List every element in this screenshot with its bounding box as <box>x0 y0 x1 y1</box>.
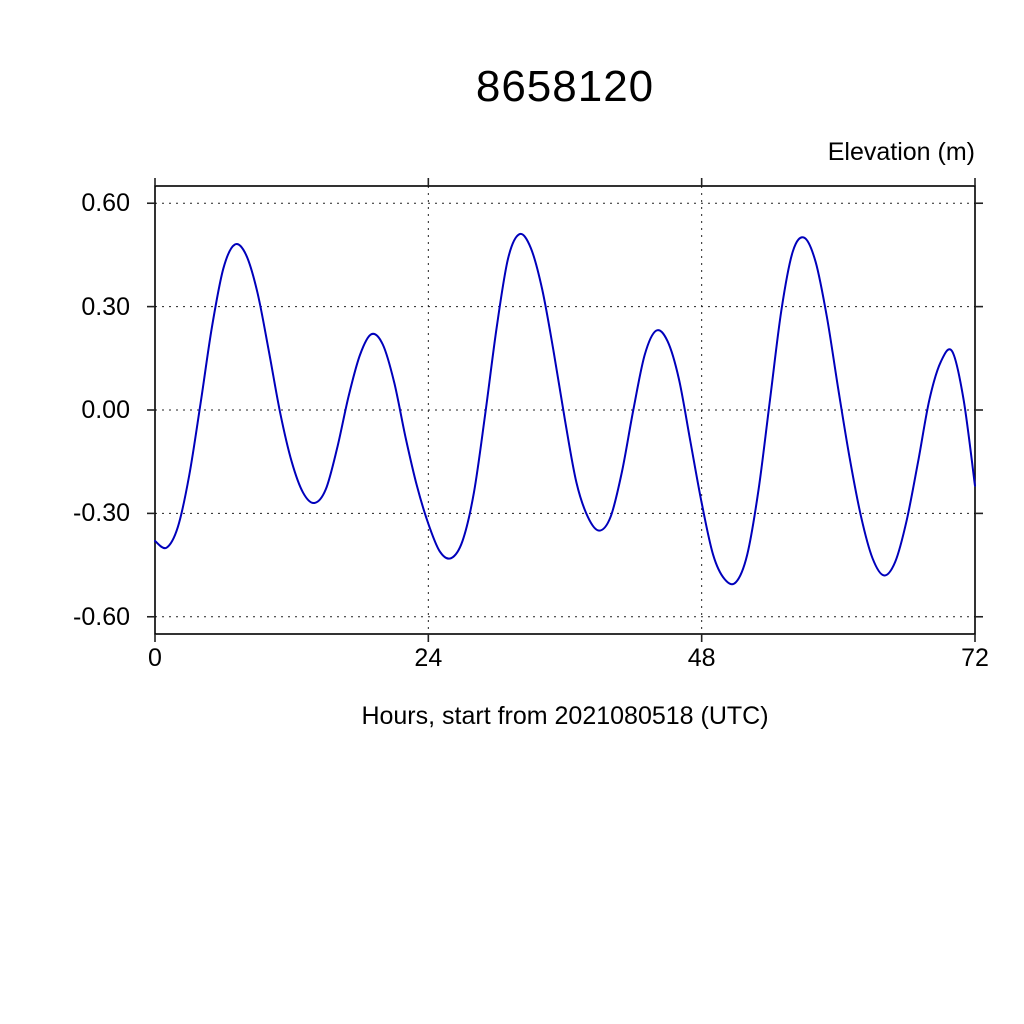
y-tick-label: -0.60 <box>73 602 130 631</box>
y-tick-label: 0.00 <box>81 396 130 424</box>
axis-ticks <box>147 178 983 642</box>
x-tick-label: 24 <box>414 644 443 672</box>
x-axis-label: Hours, start from 2021080518 (UTC) <box>361 702 769 730</box>
y-tick-label: -0.30 <box>73 499 130 528</box>
grid-lines <box>155 186 975 634</box>
plot-frame <box>154 185 976 635</box>
chart-title: 8658120 <box>475 62 655 111</box>
y-tick-label: 0.60 <box>81 189 130 218</box>
x-tick-label: 48 <box>687 644 716 672</box>
y-tick-label: 0.30 <box>81 292 130 321</box>
x-tick-label: 72 <box>961 644 989 672</box>
tide-curve <box>154 232 976 586</box>
y-axis-label: Elevation (m) <box>827 138 975 166</box>
x-tick-label: 0 <box>148 644 162 672</box>
